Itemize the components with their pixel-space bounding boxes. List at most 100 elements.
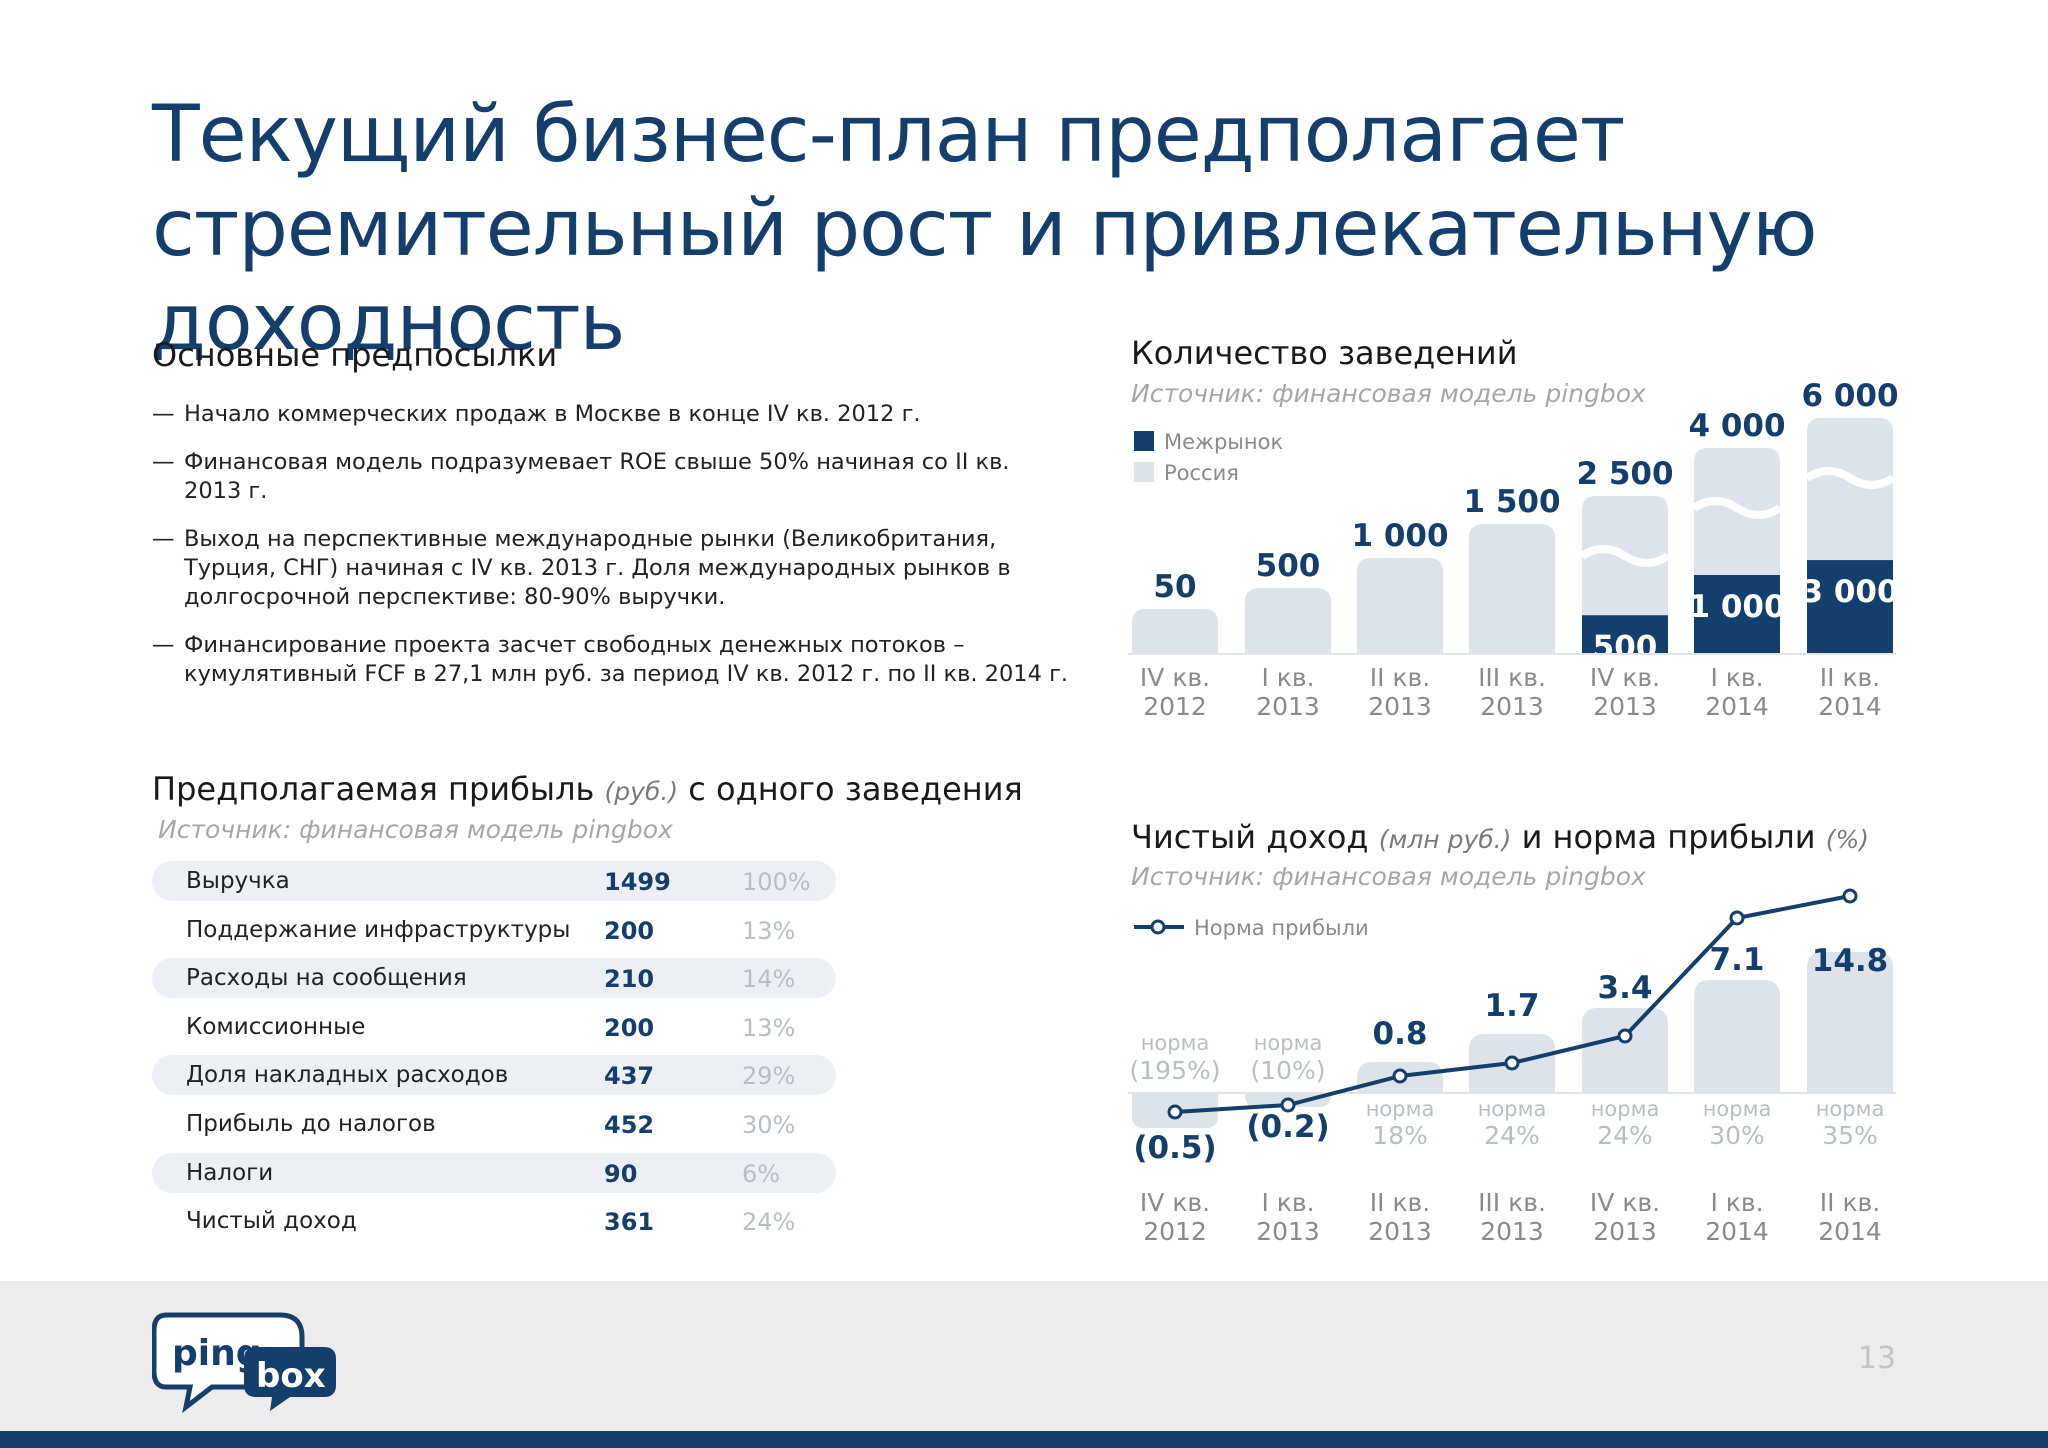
- margin-data-label: 24%: [1597, 1121, 1653, 1150]
- row-label: Доля накладных расходов: [186, 1062, 509, 1089]
- margin-word-label: норма: [1254, 1031, 1323, 1055]
- income-title-part1: Чистый доход: [1131, 818, 1369, 856]
- legend-marker-margin: [1150, 919, 1166, 935]
- premises-list: Начало коммерческих продаж в Москве в ко…: [152, 400, 1072, 708]
- x-tick-label: 2014: [1705, 692, 1769, 721]
- row-value: 210: [604, 965, 655, 994]
- net-income-data-label: 1.7: [1485, 988, 1540, 1024]
- margin-point: [1392, 1068, 1408, 1084]
- intermarket-data-label: 3 000: [1801, 574, 1898, 610]
- total-data-label: 1 000: [1351, 518, 1448, 554]
- total-data-label: 500: [1256, 548, 1321, 584]
- net-income-data-label: 3.4: [1598, 970, 1653, 1006]
- profit-heading-part2: с одного заведения: [688, 770, 1023, 808]
- x-tick-label: II кв.: [1820, 663, 1880, 692]
- x-tick-label: I кв.: [1710, 1188, 1763, 1217]
- x-tick-label: 2013: [1480, 692, 1544, 721]
- x-tick-label: II кв.: [1820, 1188, 1880, 1217]
- premises-heading: Основные предпосылки: [152, 336, 558, 374]
- pingbox-logo: ping box: [152, 1312, 336, 1414]
- income-chart-title: Чистый доход (млн руб.) и норма прибыли …: [1131, 818, 1869, 856]
- row-label: Чистый доход: [186, 1208, 357, 1235]
- legend-label-margin: Норма прибыли: [1194, 916, 1369, 940]
- row-percent: 24%: [742, 1208, 796, 1237]
- legend-swatch-intermarket: [1134, 431, 1154, 451]
- margin-point: [1729, 910, 1745, 926]
- axis-break-mark: [1579, 545, 1671, 567]
- margin-data-label: 24%: [1484, 1121, 1540, 1150]
- x-tick-label: 2012: [1143, 692, 1207, 721]
- row-percent: 13%: [742, 1013, 796, 1042]
- row-label: Выручка: [186, 868, 290, 894]
- footer: [0, 1281, 2048, 1448]
- row-value: 200: [604, 1013, 655, 1042]
- profit-source: Источник: финансовая модель pingbox: [158, 815, 673, 844]
- total-data-label: 6 000: [1801, 378, 1898, 414]
- margin-point: [1617, 1028, 1633, 1044]
- margin-word-label: норма: [1141, 1031, 1210, 1055]
- total-data-label: 2 500: [1576, 456, 1673, 492]
- margin-word-label: норма: [1591, 1097, 1660, 1121]
- venues-chart-title: Количество заведений: [1131, 334, 1518, 372]
- total-data-label: 4 000: [1688, 408, 1785, 444]
- row-value: 437: [604, 1062, 655, 1091]
- page-number: 13: [1857, 1341, 1896, 1376]
- bar-russia: [1132, 609, 1218, 654]
- bar-net-income: [1807, 952, 1893, 1093]
- net-income-data-label: 7.1: [1710, 942, 1765, 978]
- x-tick-label: 2013: [1593, 1217, 1657, 1246]
- margin-word-label: норма: [1478, 1097, 1547, 1121]
- x-tick-label: IV кв.: [1140, 1188, 1210, 1217]
- margin-word-label: норма: [1816, 1097, 1885, 1121]
- bar-russia: [1582, 496, 1668, 654]
- premise-item: Финансовая модель подразумевает ROE свыш…: [152, 448, 1072, 506]
- margin-point: [1280, 1097, 1296, 1113]
- net-income-data-label: 0.8: [1373, 1016, 1428, 1052]
- x-tick-label: IV кв.: [1140, 663, 1210, 692]
- bar-russia: [1245, 588, 1331, 654]
- profit-heading: Предполагаемая прибыль (руб.) с одного з…: [152, 770, 1023, 808]
- total-data-label: 1 500: [1463, 484, 1560, 520]
- net-income-data-label: 14.8: [1812, 943, 1889, 979]
- x-tick-label: 2013: [1593, 692, 1657, 721]
- x-tick-label: 2014: [1705, 1217, 1769, 1246]
- profit-heading-part1: Предполагаемая прибыль: [152, 770, 595, 808]
- row-percent: 30%: [742, 1110, 796, 1139]
- x-tick-label: 2012: [1143, 1217, 1207, 1246]
- row-value: 361: [604, 1208, 655, 1237]
- row-value: 200: [604, 916, 655, 945]
- row-value: 90: [604, 1159, 638, 1188]
- net-income-data-label: (0.2): [1246, 1109, 1329, 1145]
- table-row: Прибыль до налогов 452 30%: [152, 1102, 842, 1151]
- x-tick-label: I кв.: [1261, 1188, 1314, 1217]
- profit-heading-unit: (руб.): [604, 777, 679, 806]
- x-tick-label: I кв.: [1261, 663, 1314, 692]
- x-tick-label: II кв.: [1370, 663, 1430, 692]
- x-tick-label: 2013: [1368, 1217, 1432, 1246]
- x-tick-label: III кв.: [1478, 1188, 1546, 1217]
- table-row: Доля накладных расходов 437 29%: [152, 1053, 842, 1102]
- income-title-unit1: (млн руб.): [1378, 825, 1512, 854]
- legend-swatch-russia: [1134, 462, 1154, 482]
- bar-net-income: [1582, 1008, 1668, 1093]
- bar-intermarket: [1807, 560, 1893, 654]
- income-chart-source: Источник: финансовая модель pingbox: [1131, 862, 1646, 891]
- x-tick-label: IV кв.: [1590, 663, 1660, 692]
- margin-point: [1504, 1055, 1520, 1071]
- intermarket-data-label: 1 000: [1688, 589, 1785, 625]
- row-label: Комиссионные: [186, 1013, 366, 1040]
- footer-bar: [0, 1431, 2048, 1448]
- table-row: Выручка 1499 100%: [152, 859, 842, 908]
- x-tick-label: 2014: [1818, 1217, 1882, 1246]
- x-tick-label: 2013: [1368, 692, 1432, 721]
- income-title-part2: и норма прибыли: [1521, 818, 1816, 856]
- profit-table: Выручка 1499 100% Поддержание инфраструк…: [152, 859, 842, 1248]
- venues-chart-source: Источник: финансовая модель pingbox: [1131, 379, 1646, 408]
- x-tick-label: I кв.: [1710, 663, 1763, 692]
- margin-word-label: норма: [1366, 1097, 1435, 1121]
- x-tick-label: 2013: [1256, 692, 1320, 721]
- row-label: Поддержание инфраструктуры: [186, 916, 571, 943]
- bar-russia: [1357, 558, 1443, 654]
- bar-intermarket: [1582, 615, 1668, 654]
- table-row: Расходы на сообщения 210 14%: [152, 956, 842, 1005]
